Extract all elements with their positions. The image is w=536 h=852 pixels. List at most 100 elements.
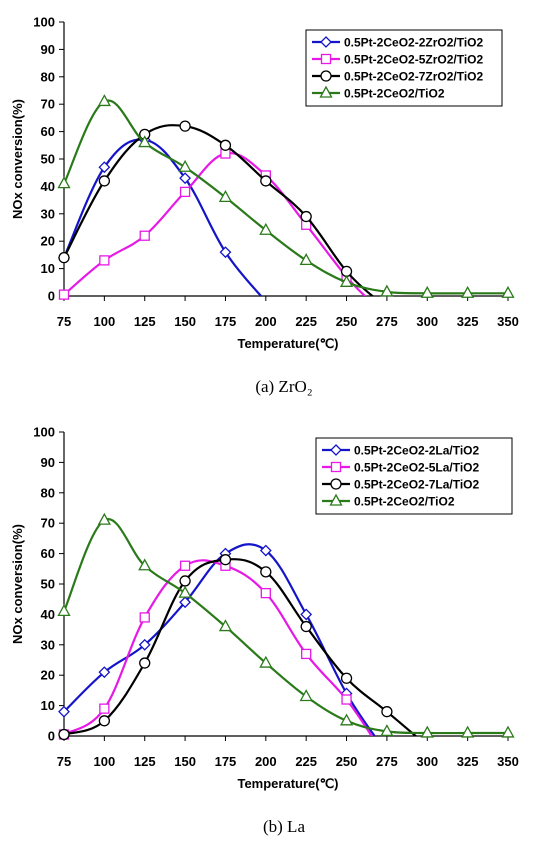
x-tick-label: 150	[174, 754, 196, 769]
data-point-triangle	[259, 655, 273, 668]
y-tick-label: 100	[33, 15, 55, 30]
data-point-triangle	[57, 604, 71, 617]
data-point-square	[260, 587, 271, 599]
y-tick-label: 30	[41, 637, 55, 652]
legend-label: 0.5Pt-2CeO2-7ZrO2/TiO2	[344, 70, 483, 84]
data-point-triangle	[461, 725, 475, 738]
data-point-triangle	[138, 135, 152, 148]
x-tick-label: 150	[174, 314, 196, 329]
y-tick-label: 50	[41, 152, 55, 167]
y-tick-label: 40	[41, 607, 55, 622]
x-tick-label: 275	[376, 754, 398, 769]
data-point-triangle	[420, 725, 434, 738]
data-point-circle	[219, 139, 232, 151]
y-axis-title: NOx conversion(%)	[10, 99, 25, 219]
y-tick-label: 0	[48, 289, 55, 304]
y-tick-label: 100	[33, 425, 55, 440]
x-tick-label: 275	[376, 314, 398, 329]
legend: 0.5Pt-2CeO2-2La/TiO2 0.5Pt-2CeO2-5La/TiO2…	[315, 437, 513, 515]
x-tick-label: 350	[497, 314, 519, 329]
data-point-circle	[219, 554, 232, 566]
data-point-triangle	[501, 285, 515, 298]
data-point-triangle	[218, 619, 233, 632]
y-tick-label: 10	[41, 698, 55, 713]
data-point-triangle	[339, 274, 354, 287]
x-tick-label: 175	[215, 754, 237, 769]
x-tick-label: 250	[336, 754, 358, 769]
series-group	[57, 512, 515, 741]
y-tick-label: 60	[41, 124, 55, 139]
legend-label: 0.5Pt-2CeO2-2La/TiO2	[354, 444, 479, 458]
data-point-diamond	[179, 596, 192, 609]
axes: 0 10 20 30 40 50 60 70 80 90 100 75 100 125 150 175 200 2…	[33, 15, 519, 330]
x-tick-label: 250	[336, 314, 358, 329]
data-point-circle	[260, 175, 272, 187]
legend-marker	[319, 85, 333, 98]
data-point-triangle	[380, 284, 394, 297]
data-point-diamond	[300, 608, 313, 621]
data-point-square	[179, 186, 191, 198]
data-point-triangle	[420, 285, 434, 298]
legend-label: 0.5Pt-2CeO2/TiO2	[354, 495, 455, 509]
legend-label: 0.5Pt-2CeO2-5ZrO2/TiO2	[344, 53, 483, 67]
data-point-circle	[98, 175, 111, 187]
data-point-diamond	[219, 246, 232, 259]
legend-item: 0.5Pt-2CeO2-2La/TiO2	[322, 444, 479, 458]
legend-item: 0.5Pt-2CeO2-7ZrO2/TiO2	[312, 70, 483, 84]
series-line	[64, 518, 508, 735]
caption: (a) ZrO₂	[255, 377, 312, 396]
legend-item: 0.5Pt-2CeO2-2ZrO2/TiO2	[312, 36, 483, 50]
x-tick-label: 75	[57, 314, 71, 329]
y-tick-label: 60	[41, 546, 55, 561]
y-tick-label: 70	[41, 97, 55, 112]
data-point-triangle	[138, 558, 152, 571]
data-point-triangle	[178, 159, 192, 172]
series-4	[57, 94, 515, 298]
legend-label: 0.5Pt-2CeO2-2ZrO2/TiO2	[344, 36, 483, 50]
legend-item: 0.5Pt-2CeO2-5La/TiO2	[322, 461, 479, 475]
data-point-triangle	[97, 94, 111, 107]
legend-marker	[320, 70, 332, 82]
x-tick-label: 75	[57, 754, 71, 769]
series-line	[64, 151, 367, 296]
data-point-circle	[381, 706, 393, 718]
data-point-square	[99, 703, 110, 714]
data-point-circle	[340, 672, 353, 684]
legend-item: 0.5Pt-2CeO2-7La/TiO2	[322, 478, 479, 492]
y-tick-label: 90	[41, 455, 55, 470]
data-point-circle	[179, 575, 191, 587]
y-tick-label: 20	[41, 234, 55, 249]
x-tick-label: 325	[457, 754, 479, 769]
x-tick-label: 225	[295, 754, 317, 769]
y-tick-label: 80	[41, 485, 55, 500]
data-point-square	[58, 289, 70, 300]
caption: (b) La	[263, 817, 305, 836]
series-3	[58, 120, 375, 296]
data-point-triangle	[97, 512, 111, 525]
series-2	[58, 148, 367, 300]
legend-marker	[329, 493, 343, 506]
data-point-circle	[58, 728, 70, 741]
y-tick-label: 90	[41, 42, 55, 57]
series-4	[57, 512, 515, 738]
data-point-triangle	[178, 585, 192, 598]
legend-marker	[330, 478, 342, 490]
x-tick-label: 325	[457, 314, 479, 329]
x-tick-label: 125	[134, 314, 156, 329]
data-point-square	[301, 648, 312, 660]
data-point-diamond	[98, 666, 111, 679]
data-point-square	[179, 560, 191, 571]
axes: 0 10 20 30 40 50 60 70 80 90 100 75 100 125 150 175 200 2…	[33, 425, 519, 770]
legend-marker	[330, 444, 342, 456]
legend-marker	[320, 53, 332, 65]
x-tick-label: 100	[94, 754, 116, 769]
data-point-circle	[340, 265, 353, 277]
data-point-triangle	[299, 253, 313, 266]
data-point-triangle	[259, 222, 273, 235]
y-tick-label: 80	[41, 69, 55, 84]
data-point-square	[139, 230, 150, 241]
legend-marker	[320, 36, 332, 48]
y-tick-label: 70	[41, 516, 55, 531]
data-point-square	[99, 255, 110, 266]
